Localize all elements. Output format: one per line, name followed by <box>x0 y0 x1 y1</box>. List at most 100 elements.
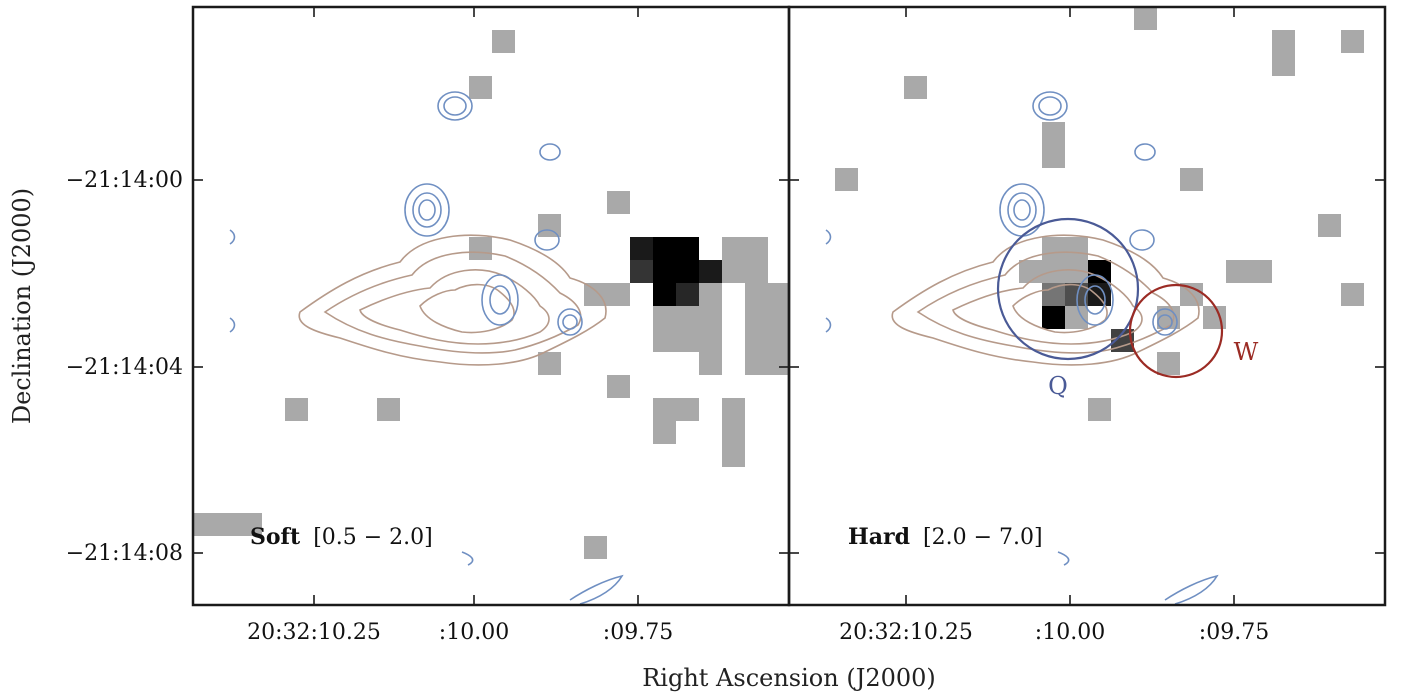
y-axis-title: Declination (J2000) <box>8 188 36 424</box>
xray-pixel <box>1088 398 1111 421</box>
xray-pixel <box>1042 145 1065 168</box>
xray-pixel <box>1157 306 1180 329</box>
x-tick-label: :09.75 <box>603 620 673 645</box>
xray-pixel <box>768 352 789 375</box>
hard-band-annotation: Hard [2.0 − 7.0] <box>848 524 1043 550</box>
xray-pixel <box>216 513 239 536</box>
xray-pixel <box>1203 306 1226 329</box>
xray-pixel <box>835 168 858 191</box>
xray-pixel <box>239 513 262 536</box>
marker-q-circle <box>996 217 1140 361</box>
xray-pixel <box>653 237 676 260</box>
xray-pixel <box>676 398 699 421</box>
xray-pixel <box>1019 260 1042 283</box>
xray-pixel <box>1042 237 1065 260</box>
xray-pixel <box>1389 7 1403 30</box>
xray-pixel <box>768 306 789 329</box>
xray-pixel <box>745 306 768 329</box>
xray-pixel <box>584 536 607 559</box>
xray-pixel <box>1249 260 1272 283</box>
axis-ticks <box>193 7 1385 605</box>
xray-pixel <box>1318 214 1341 237</box>
xray-pixel <box>584 283 607 306</box>
xray-pixel <box>653 421 676 444</box>
xray-pixel <box>653 329 676 352</box>
soft-contours-left <box>298 234 607 366</box>
x-axis-title: Right Ascension (J2000) <box>642 664 936 692</box>
marker-q-label: Q <box>1048 372 1068 400</box>
xray-pixel <box>699 329 722 352</box>
xray-pixel <box>1042 283 1065 306</box>
xray-pixel <box>1065 306 1088 329</box>
xray-pixel <box>653 260 676 283</box>
xray-pixel <box>699 352 722 375</box>
xray-pixel <box>492 30 515 53</box>
xray-pixel <box>768 283 789 306</box>
xray-pixel <box>377 398 400 421</box>
xray-pixel <box>768 329 789 352</box>
xray-pixel <box>699 283 722 306</box>
xray-pixel <box>676 306 699 329</box>
xray-pixel <box>1272 53 1295 76</box>
xray-pixel <box>1042 306 1065 329</box>
x-tick-label: 20:32:10.25 <box>247 620 381 645</box>
xray-pixel <box>193 513 216 536</box>
hard-panel-frame <box>787 5 1387 607</box>
xray-pixel <box>1134 7 1157 30</box>
x-tick-label: :09.75 <box>1199 620 1269 645</box>
xray-pixel <box>1180 168 1203 191</box>
x-tick-label: :10.00 <box>1035 620 1105 645</box>
x-tick-label: 20:32:10.25 <box>839 620 973 645</box>
marker-w-label: W <box>1234 338 1259 366</box>
xray-pixel <box>699 260 722 283</box>
radio-contours-left <box>229 91 624 605</box>
soft-band-range: [0.5 − 2.0] <box>313 525 433 550</box>
xray-pixel <box>630 237 653 260</box>
xray-pixel <box>1042 122 1065 145</box>
xray-pixel <box>722 237 745 260</box>
y-tick-label: −21:14:08 <box>66 541 183 566</box>
y-tick-label: −21:14:04 <box>66 355 183 380</box>
xray-pixel <box>1341 30 1364 53</box>
xray-pixel <box>1065 283 1088 306</box>
xray-pixel <box>607 191 630 214</box>
soft-band-annotation: Soft [0.5 − 2.0] <box>250 524 433 550</box>
xray-pixel <box>285 398 308 421</box>
xray-pixel <box>1226 260 1249 283</box>
hard-band-range: [2.0 − 7.0] <box>923 525 1043 550</box>
xray-pixel <box>745 237 768 260</box>
xray-pixel <box>1065 237 1088 260</box>
soft-band-name: Soft <box>250 524 301 550</box>
soft-band-pixels <box>193 7 1403 628</box>
xray-pixel <box>1389 605 1403 628</box>
xray-pixel <box>538 214 561 237</box>
xray-pixel <box>676 260 699 283</box>
xray-pixel <box>653 283 676 306</box>
xray-pixel <box>1157 352 1180 375</box>
xray-pixel <box>469 76 492 99</box>
xray-pixel <box>722 444 745 467</box>
xray-pixel <box>745 283 768 306</box>
xray-pixel <box>745 260 768 283</box>
xray-pixel <box>653 398 676 421</box>
marker-w-circle <box>1128 283 1224 379</box>
xray-pixel <box>538 352 561 375</box>
xray-pixel <box>722 398 745 421</box>
xray-pixel <box>676 283 699 306</box>
xray-pixel <box>607 283 630 306</box>
xray-pixel <box>469 237 492 260</box>
xray-pixel <box>630 260 653 283</box>
xray-pixel <box>653 306 676 329</box>
x-tick-label: :10.00 <box>439 620 509 645</box>
xray-pixel <box>1088 260 1111 283</box>
xray-pixel <box>676 237 699 260</box>
xray-pixel <box>676 329 699 352</box>
xray-pixel <box>745 352 768 375</box>
xray-pixel <box>745 329 768 352</box>
xray-pixel <box>904 76 927 99</box>
hard-band-pixels <box>835 7 1364 421</box>
hard-band-name: Hard <box>848 524 910 550</box>
xray-pixel <box>722 260 745 283</box>
xray-pixel <box>722 421 745 444</box>
